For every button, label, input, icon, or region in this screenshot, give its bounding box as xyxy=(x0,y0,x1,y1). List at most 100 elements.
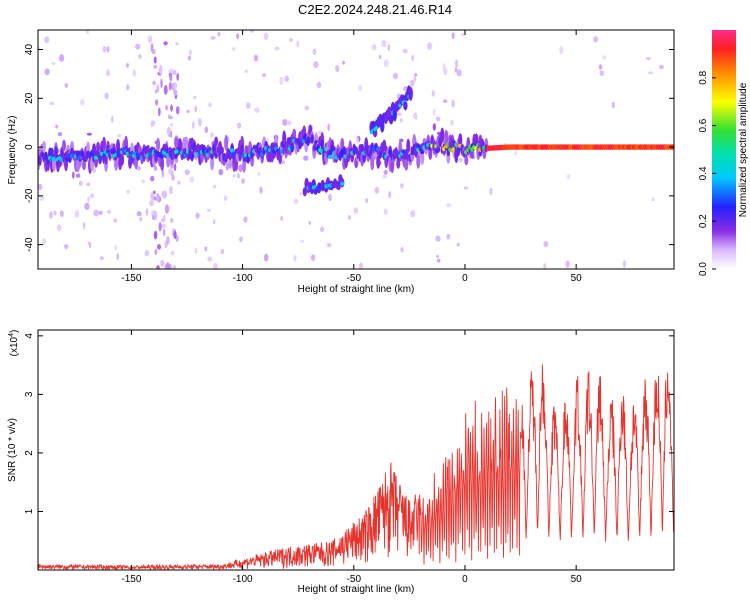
trace-halo xyxy=(62,139,67,152)
x-tick-label: -50 xyxy=(347,574,362,585)
column-dot xyxy=(155,99,159,106)
noise-dot xyxy=(402,48,408,54)
noise-dot xyxy=(111,115,114,123)
noise-dot xyxy=(161,223,167,229)
noise-dot xyxy=(55,124,59,129)
noise-dot xyxy=(304,105,310,111)
noise-dot xyxy=(409,79,415,87)
spectrogram-x-label: Height of straight line (km) xyxy=(298,284,415,295)
noise-dot xyxy=(393,72,399,80)
noise-dot xyxy=(104,92,109,100)
noise-dot xyxy=(543,241,549,248)
noise-dot xyxy=(327,123,331,132)
trace-body xyxy=(320,139,324,150)
noise-dot xyxy=(217,32,221,37)
noise-dot xyxy=(378,54,382,60)
trace-halo xyxy=(102,136,107,153)
noise-dot xyxy=(253,54,259,62)
trace-body xyxy=(220,146,224,155)
noise-dot xyxy=(431,90,435,97)
noise-dot xyxy=(42,238,47,246)
noise-dot xyxy=(86,182,91,187)
noise-dot xyxy=(299,192,303,196)
trace-halo xyxy=(428,147,433,160)
column-dot xyxy=(169,73,173,82)
noise-dot xyxy=(165,105,169,111)
noise-dot xyxy=(514,150,518,156)
noise-dot xyxy=(451,32,455,40)
noise-dot xyxy=(427,42,432,50)
trace-body xyxy=(436,146,441,154)
noise-dot xyxy=(461,33,465,37)
noise-dot xyxy=(399,118,403,123)
column-dot xyxy=(163,41,168,46)
x-tick-label: 50 xyxy=(571,574,583,585)
trace-halo xyxy=(120,152,125,166)
trace-halo xyxy=(224,134,229,151)
noise-dot xyxy=(280,215,283,221)
colorbar: 0.0 0.2 0.4 0.6 0.8 Normalized spectral ampl… xyxy=(698,30,749,276)
trace-halo xyxy=(474,133,479,144)
noise-dot xyxy=(198,119,202,126)
column-dot xyxy=(153,64,158,70)
noise-dot xyxy=(243,216,248,223)
noise-dot xyxy=(204,126,209,133)
noise-dot xyxy=(463,186,469,190)
noise-dot xyxy=(257,171,261,176)
noise-dot xyxy=(313,61,319,69)
noise-dot xyxy=(187,55,191,61)
column-dot xyxy=(169,185,173,195)
noise-dot xyxy=(136,166,141,171)
noise-dot xyxy=(443,67,448,76)
noise-dot xyxy=(135,43,141,50)
noise-dot xyxy=(435,116,441,122)
noise-dot xyxy=(598,64,603,70)
noise-dot xyxy=(262,73,267,78)
snr-y-label: SNR (10 * v/v) xyxy=(7,418,18,482)
column-dot xyxy=(173,82,178,90)
noise-dot xyxy=(93,209,99,217)
column-dot xyxy=(163,84,168,95)
noise-dot xyxy=(170,217,174,223)
column-dot xyxy=(153,196,157,201)
noise-dot xyxy=(396,112,402,117)
noise-dot xyxy=(456,69,462,77)
noise-dot xyxy=(296,40,300,48)
noise-dot xyxy=(254,107,260,113)
noise-dot xyxy=(602,55,607,60)
noise-dot xyxy=(125,62,130,68)
noise-dot xyxy=(99,256,104,261)
noise-dot xyxy=(59,53,65,62)
noise-dot xyxy=(113,218,118,223)
noise-dot xyxy=(72,171,75,179)
trace-body xyxy=(240,143,244,156)
noise-dot xyxy=(648,71,654,75)
noise-dot xyxy=(458,157,463,163)
snr-frame xyxy=(37,329,675,571)
noise-dot xyxy=(184,169,190,176)
noise-dot xyxy=(204,246,208,252)
noise-dot xyxy=(145,208,149,216)
column-dot xyxy=(150,175,155,182)
noise-dot xyxy=(454,59,459,68)
colorbar-tick-label: 0.8 xyxy=(698,70,709,84)
column-dot xyxy=(150,120,154,128)
x-tick-label: 0 xyxy=(462,574,468,585)
branch-dot xyxy=(408,86,413,101)
spectrogram-panel: -150 -100 -50 0 50 -40 -20 0 20 40 Height of stra… xyxy=(7,29,675,295)
trace-halo xyxy=(228,157,233,169)
noise-dot xyxy=(658,64,665,70)
noise-dot xyxy=(57,132,62,137)
trace-core xyxy=(147,152,153,157)
branch-dot xyxy=(403,101,408,111)
noise-dot xyxy=(49,101,55,106)
column-dot xyxy=(156,265,160,269)
trace-core xyxy=(289,145,295,150)
noise-dot xyxy=(194,105,198,113)
noise-dot xyxy=(382,174,387,179)
colorbar-gradient xyxy=(712,30,736,269)
snr-scale-exponent: 4 xyxy=(8,333,15,337)
column-dot xyxy=(175,105,180,115)
noise-dot xyxy=(599,70,605,77)
